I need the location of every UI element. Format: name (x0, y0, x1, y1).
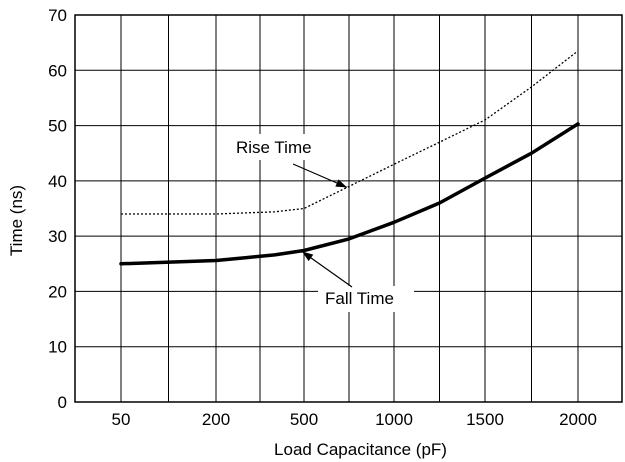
y-tick-label: 0 (58, 393, 67, 412)
y-tick-label: 50 (48, 117, 67, 136)
annotation-arrowhead (335, 179, 347, 188)
x-tick-label: 200 (202, 410, 230, 429)
fall-time-line (119, 122, 580, 266)
y-tick-label: 10 (48, 338, 67, 357)
y-tick-label: 30 (48, 227, 67, 246)
annotation-label-background (318, 286, 414, 312)
x-axis-title: Load Capacitance (pF) (274, 440, 447, 459)
rise-time-label: Rise Time (236, 138, 312, 157)
axis-layer: 0 10 20 30 40 50 60 70 50 200 500 1000 1500 2000 Load … (7, 6, 623, 459)
x-tick-label: 1500 (466, 410, 504, 429)
annotation-label-background (230, 134, 334, 160)
annotation-arrowhead (302, 251, 314, 262)
x-tick-label: 2000 (559, 410, 597, 429)
rise-time-line (121, 50, 579, 215)
y-tick-label: 40 (48, 172, 67, 191)
fall-time-label: Fall Time (325, 289, 394, 308)
y-tick-label: 20 (48, 282, 67, 301)
y-tick-label: 60 (48, 61, 67, 80)
annotation-layer: Rise Time Fall Time (230, 134, 414, 312)
x-tick-label: 50 (112, 410, 131, 429)
x-tick-label: 1000 (375, 410, 413, 429)
y-axis-title: Time (ns) (7, 185, 26, 256)
series-layer (119, 50, 580, 266)
x-tick-label: 500 (290, 410, 318, 429)
y-tick-label: 70 (48, 6, 67, 25)
plot-frame (74, 14, 623, 403)
